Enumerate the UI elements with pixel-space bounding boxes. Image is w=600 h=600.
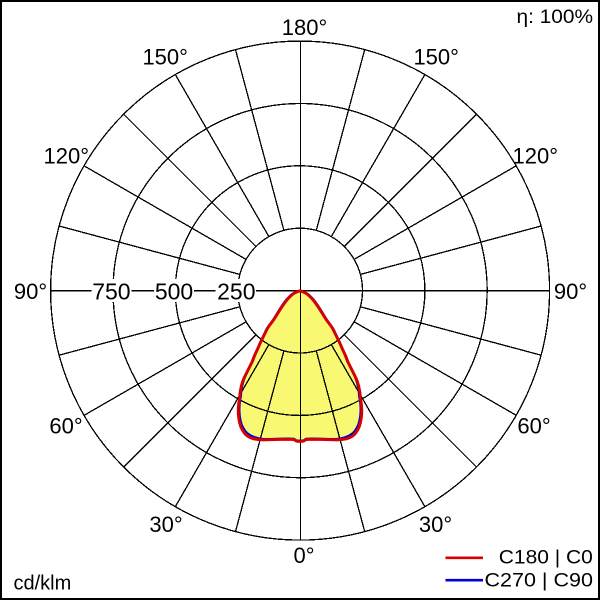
svg-text:30°: 30° [149, 512, 182, 537]
svg-text:150°: 150° [142, 44, 188, 69]
svg-text:0°: 0° [293, 543, 314, 568]
svg-text:30°: 30° [419, 512, 452, 537]
svg-text:180°: 180° [282, 15, 328, 40]
svg-text:120°: 120° [44, 144, 90, 169]
svg-text:C180 | C0: C180 | C0 [499, 547, 593, 568]
svg-text:150°: 150° [413, 44, 459, 69]
svg-text:60°: 60° [517, 414, 550, 439]
svg-text:C270 | C90: C270 | C90 [485, 570, 594, 591]
svg-text:500: 500 [155, 278, 193, 304]
svg-text:cd/klm: cd/klm [14, 572, 72, 594]
svg-text:120°: 120° [513, 144, 559, 169]
svg-text:60°: 60° [49, 414, 82, 439]
svg-text:90°: 90° [554, 279, 587, 304]
svg-text:750: 750 [92, 278, 130, 304]
svg-text:90°: 90° [14, 279, 47, 304]
svg-text:η: 100%: η: 100% [517, 7, 594, 28]
svg-text:250: 250 [217, 278, 255, 304]
